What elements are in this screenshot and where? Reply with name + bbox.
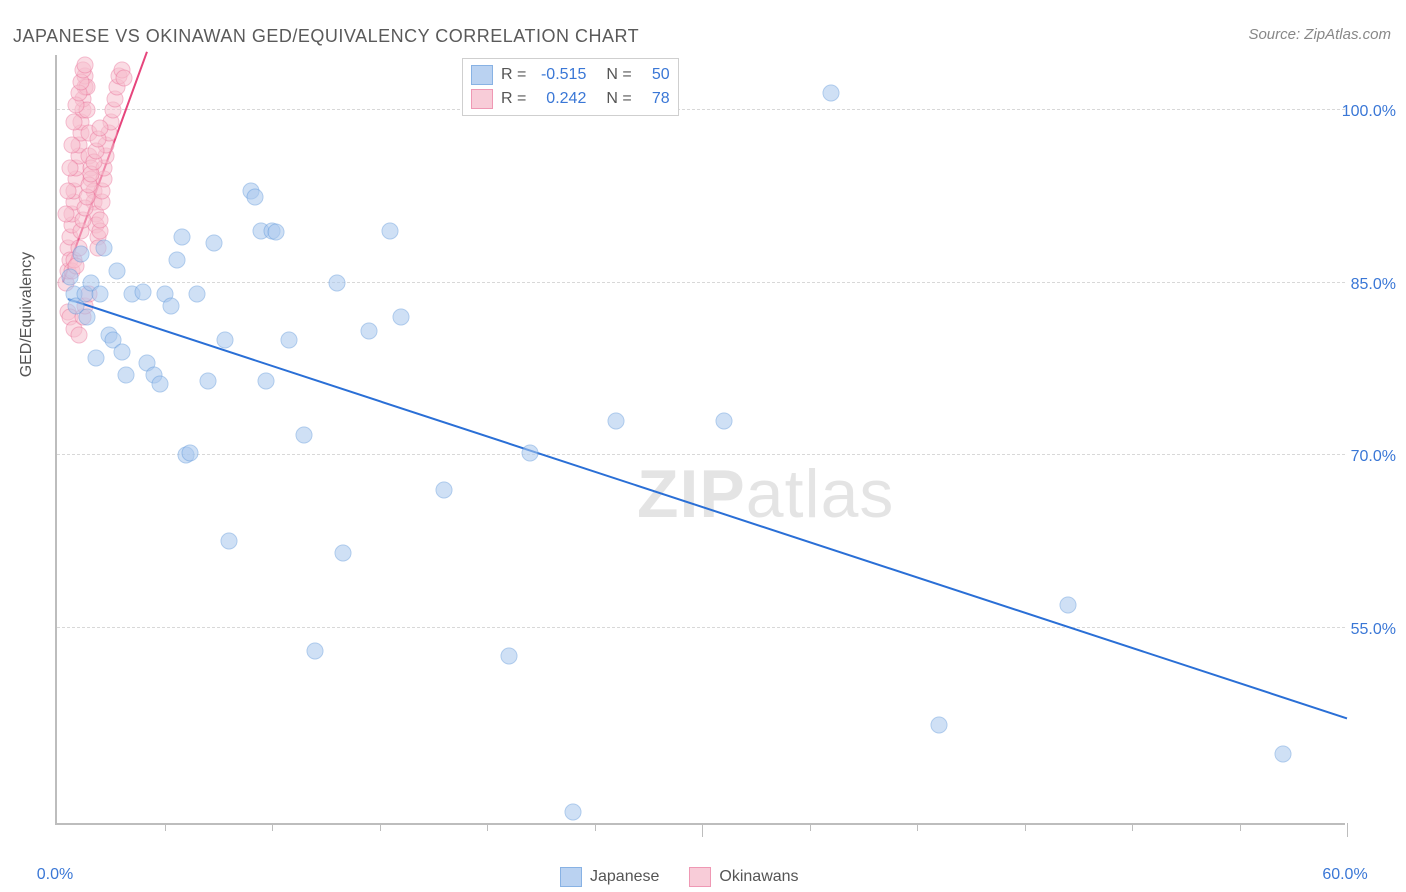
- legend-r-label: R =: [501, 90, 526, 108]
- japanese-point: [96, 240, 113, 257]
- okinawans-point: [92, 211, 109, 228]
- japanese-point: [436, 481, 453, 498]
- japanese-point: [1274, 746, 1291, 763]
- japanese-point: [246, 188, 263, 205]
- legend-item-okinawans: Okinawans: [689, 867, 798, 887]
- y-tick-label: 55.0%: [1351, 621, 1396, 639]
- japanese-point: [268, 224, 285, 241]
- legend-r-value: -0.515: [534, 66, 586, 84]
- japanese-point: [296, 426, 313, 443]
- legend-label: Japanese: [590, 868, 659, 886]
- x-tick: [380, 823, 381, 831]
- x-tick: [595, 823, 596, 831]
- gridline: [57, 454, 1345, 455]
- legend-n-value: 78: [640, 90, 670, 108]
- legend-label: Okinawans: [719, 868, 798, 886]
- legend-swatch: [471, 89, 493, 109]
- gridline: [57, 282, 1345, 283]
- japanese-point: [61, 269, 78, 286]
- legend-n-label: N =: [606, 66, 631, 84]
- watermark: ZIPatlas: [637, 455, 894, 533]
- plot-area: ZIPatlas: [55, 55, 1345, 825]
- legend-n-value: 50: [640, 66, 670, 84]
- okinawans-point: [92, 119, 109, 136]
- correlation-legend: R = -0.515 N = 50 R = 0.242 N = 78: [462, 58, 679, 116]
- japanese-point: [382, 223, 399, 240]
- japanese-point: [92, 286, 109, 303]
- japanese-point: [182, 444, 199, 461]
- legend-row-japanese: R = -0.515 N = 50: [471, 63, 670, 87]
- okinawans-point: [64, 136, 81, 153]
- japanese-point: [188, 286, 205, 303]
- x-tick-label: 60.0%: [1322, 866, 1367, 884]
- japanese-point: [608, 412, 625, 429]
- japanese-point: [205, 234, 222, 251]
- okinawans-point: [57, 205, 74, 222]
- legend-r-label: R =: [501, 66, 526, 84]
- x-tick-major: [702, 823, 703, 837]
- y-tick-label: 70.0%: [1351, 448, 1396, 466]
- y-tick-label: 85.0%: [1351, 276, 1396, 294]
- japanese-point: [221, 533, 238, 550]
- japanese-point: [522, 444, 539, 461]
- japanese-point: [715, 412, 732, 429]
- japanese-point: [216, 332, 233, 349]
- japanese-point: [257, 372, 274, 389]
- japanese-point: [109, 263, 126, 280]
- x-tick: [917, 823, 918, 831]
- legend-swatch: [689, 867, 711, 887]
- japanese-point: [328, 274, 345, 291]
- japanese-point: [173, 228, 190, 245]
- japanese-point: [393, 309, 410, 326]
- japanese-point: [169, 251, 186, 268]
- y-tick-label: 100.0%: [1342, 103, 1396, 121]
- x-tick-major: [1347, 823, 1348, 837]
- japanese-trendline: [67, 298, 1347, 719]
- legend-n-label: N =: [606, 90, 631, 108]
- japanese-point: [87, 349, 104, 366]
- legend-row-okinawans: R = 0.242 N = 78: [471, 87, 670, 111]
- okinawans-point: [70, 326, 87, 343]
- legend-swatch: [471, 65, 493, 85]
- legend-r-value: 0.242: [534, 90, 586, 108]
- source-attribution: Source: ZipAtlas.com: [1248, 26, 1391, 43]
- okinawans-point: [115, 70, 132, 87]
- japanese-point: [162, 297, 179, 314]
- japanese-point: [135, 284, 152, 301]
- japanese-point: [823, 85, 840, 102]
- legend-swatch: [560, 867, 582, 887]
- japanese-point: [565, 803, 582, 820]
- japanese-point: [930, 717, 947, 734]
- japanese-point: [1059, 596, 1076, 613]
- x-tick: [272, 823, 273, 831]
- japanese-point: [500, 648, 517, 665]
- japanese-point: [281, 332, 298, 349]
- y-axis-label: GED/Equivalency: [18, 252, 36, 377]
- okinawans-point: [59, 182, 76, 199]
- x-tick: [1025, 823, 1026, 831]
- gridline: [57, 627, 1345, 628]
- japanese-point: [117, 366, 134, 383]
- x-tick-label: 0.0%: [37, 866, 73, 884]
- series-legend: Japanese Okinawans: [560, 867, 799, 887]
- japanese-point: [334, 544, 351, 561]
- japanese-point: [79, 309, 96, 326]
- japanese-point: [307, 642, 324, 659]
- legend-item-japanese: Japanese: [560, 867, 659, 887]
- x-tick: [165, 823, 166, 831]
- okinawans-point: [76, 56, 93, 73]
- japanese-point: [72, 246, 89, 263]
- chart-title: JAPANESE VS OKINAWAN GED/EQUIVALENCY COR…: [13, 26, 639, 47]
- gridline: [57, 109, 1345, 110]
- japanese-point: [360, 323, 377, 340]
- japanese-point: [199, 372, 216, 389]
- okinawans-point: [61, 159, 78, 176]
- japanese-point: [152, 376, 169, 393]
- x-tick: [1132, 823, 1133, 831]
- x-tick: [487, 823, 488, 831]
- x-tick: [810, 823, 811, 831]
- x-tick: [1240, 823, 1241, 831]
- japanese-point: [113, 343, 130, 360]
- okinawans-point: [66, 113, 83, 130]
